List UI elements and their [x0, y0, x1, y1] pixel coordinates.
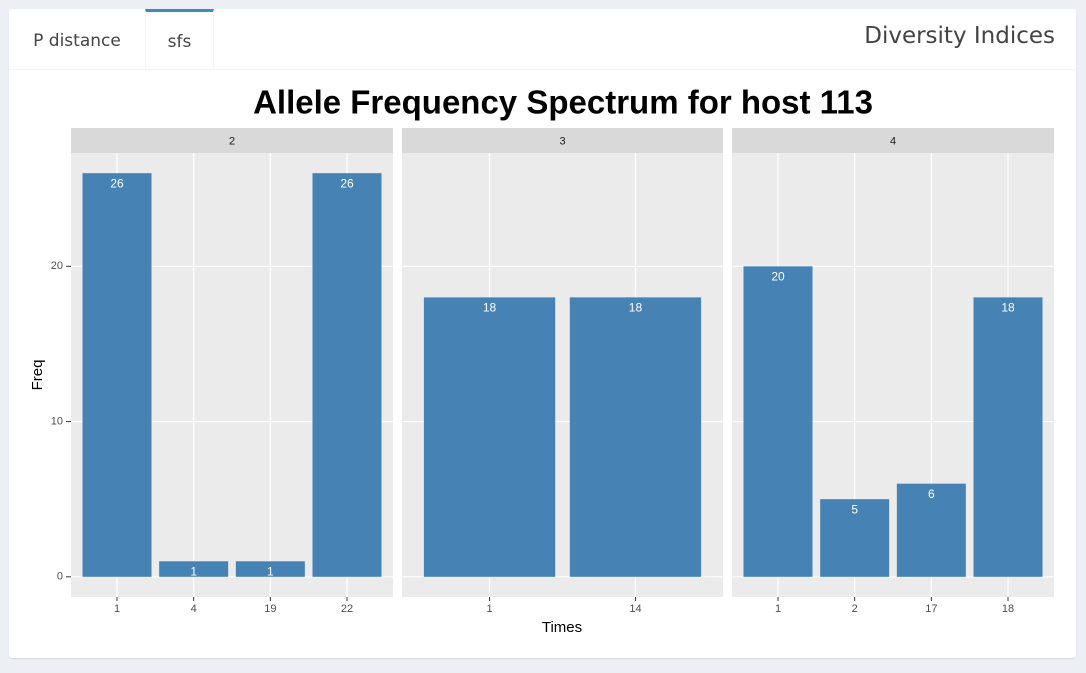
y-axis-label: Freq — [29, 360, 46, 391]
strip — [732, 128, 1054, 153]
strip-label: 4 — [890, 135, 896, 147]
x-axis-label: Times — [542, 619, 582, 636]
bar — [423, 297, 556, 577]
bar — [820, 499, 890, 577]
x-tick-label: 1 — [114, 603, 120, 615]
value-label: 5 — [851, 502, 858, 516]
bar — [973, 297, 1043, 577]
value-label: 1 — [267, 564, 274, 578]
tab-bar: P distance sfs Diversity Indices — [9, 9, 1076, 70]
bar — [159, 561, 229, 577]
tab-active[interactable]: sfs — [145, 9, 214, 69]
value-label: 18 — [483, 301, 497, 315]
x-tick-label: 2 — [852, 603, 858, 615]
strip-label: 2 — [229, 135, 235, 147]
bar — [82, 173, 152, 577]
x-tick-label: 4 — [191, 603, 197, 615]
x-tick-label: 19 — [264, 603, 276, 615]
value-label: 20 — [771, 270, 785, 284]
box-title: Diversity Indices — [864, 23, 1055, 49]
x-tick-label: 1 — [775, 603, 781, 615]
strip — [71, 128, 393, 153]
x-tick-label: 1 — [486, 603, 492, 615]
bar — [569, 297, 702, 577]
value-label: 18 — [1001, 301, 1015, 315]
bar — [312, 173, 382, 577]
value-label: 18 — [629, 301, 643, 315]
value-label: 6 — [928, 487, 935, 501]
value-label: 26 — [340, 176, 354, 190]
y-tick-label: 20 — [51, 260, 63, 272]
y-tick-label: 0 — [57, 571, 63, 583]
x-tick-label: 17 — [925, 603, 937, 615]
y-tick-label: 10 — [51, 415, 63, 427]
x-tick-label: 22 — [341, 603, 353, 615]
bar — [743, 266, 813, 577]
chart-title: Allele Frequency Spectrum for host 113 — [253, 84, 873, 121]
strip — [402, 128, 723, 153]
strip-label: 3 — [559, 135, 565, 147]
value-label: 1 — [190, 564, 197, 578]
bar — [896, 483, 966, 577]
x-tick-label: 14 — [629, 603, 641, 615]
value-label: 26 — [110, 176, 124, 190]
x-tick-label: 18 — [1002, 603, 1014, 615]
tab[interactable]: P distance — [33, 31, 121, 51]
bar — [235, 561, 305, 577]
